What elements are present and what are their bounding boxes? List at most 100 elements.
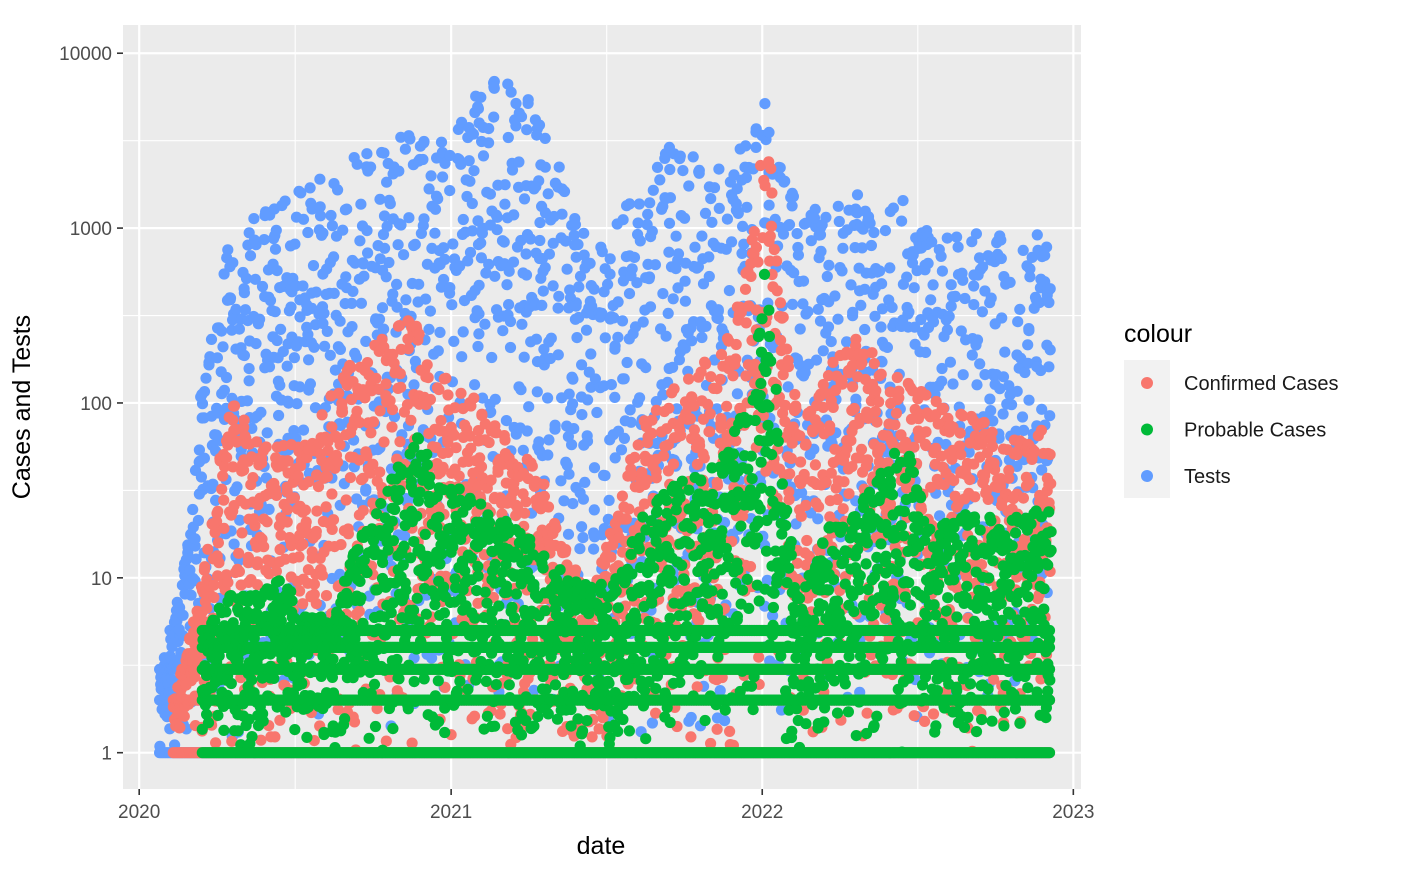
point	[788, 267, 800, 279]
point	[349, 257, 361, 269]
point	[281, 503, 293, 516]
point	[534, 217, 546, 229]
point	[968, 299, 980, 311]
point	[238, 287, 250, 299]
point	[303, 354, 315, 366]
point	[393, 165, 405, 177]
point	[234, 514, 246, 526]
point	[984, 393, 996, 405]
point	[999, 346, 1011, 358]
point	[500, 415, 512, 427]
point	[507, 256, 520, 268]
point	[404, 133, 416, 145]
point	[778, 176, 790, 188]
point	[994, 383, 1006, 395]
point	[187, 503, 199, 516]
point	[457, 213, 469, 226]
point	[199, 561, 211, 573]
point	[321, 471, 333, 483]
point	[193, 444, 205, 456]
point	[672, 282, 684, 294]
point	[822, 321, 835, 333]
point	[823, 259, 835, 271]
point	[239, 304, 251, 316]
point	[335, 539, 347, 551]
point	[381, 176, 393, 188]
point	[274, 379, 286, 391]
point	[576, 521, 588, 533]
point	[334, 315, 346, 327]
point	[521, 124, 533, 136]
point	[1022, 357, 1034, 369]
point	[473, 279, 485, 291]
point	[896, 215, 908, 227]
point	[731, 183, 743, 195]
point	[876, 303, 889, 315]
point	[814, 315, 827, 327]
point	[378, 323, 390, 335]
point	[260, 441, 272, 453]
point	[215, 325, 228, 337]
point	[1043, 296, 1055, 309]
point	[941, 232, 953, 244]
point	[934, 510, 946, 522]
point	[210, 494, 222, 506]
point	[520, 269, 533, 281]
point	[520, 248, 532, 260]
point	[473, 328, 485, 340]
point	[444, 287, 456, 299]
point	[328, 287, 340, 299]
point	[421, 359, 433, 371]
point	[774, 162, 786, 174]
point	[810, 354, 823, 366]
point	[238, 349, 250, 362]
point	[805, 235, 817, 247]
point	[802, 306, 814, 318]
point	[825, 336, 837, 348]
point	[515, 384, 527, 396]
point	[628, 251, 641, 263]
point	[1023, 394, 1035, 406]
point	[217, 341, 229, 353]
point	[996, 312, 1008, 324]
point	[647, 184, 659, 196]
point	[391, 278, 403, 290]
point	[310, 529, 322, 541]
point	[674, 153, 686, 165]
point	[281, 516, 293, 528]
point	[812, 303, 824, 315]
point	[836, 265, 848, 277]
point	[308, 341, 320, 353]
point	[670, 263, 682, 275]
point	[925, 294, 937, 306]
point	[642, 208, 654, 220]
point	[539, 262, 551, 274]
point	[947, 378, 959, 390]
point	[767, 610, 779, 622]
point	[879, 225, 892, 237]
point	[705, 193, 717, 205]
point	[326, 488, 338, 500]
point	[360, 483, 372, 495]
point	[941, 324, 954, 336]
point	[373, 313, 386, 325]
point	[663, 217, 676, 229]
point	[644, 301, 657, 313]
point	[809, 203, 821, 215]
point	[457, 326, 469, 338]
point	[395, 381, 407, 393]
point	[664, 163, 676, 176]
point	[291, 398, 303, 410]
point	[358, 270, 370, 282]
point	[689, 241, 701, 253]
point	[464, 175, 476, 187]
point	[491, 224, 503, 236]
point	[968, 280, 980, 292]
point	[269, 731, 281, 743]
point	[995, 252, 1007, 265]
point	[949, 290, 962, 302]
point	[556, 208, 568, 220]
point	[314, 173, 326, 185]
point	[572, 238, 584, 251]
point	[1017, 244, 1029, 256]
